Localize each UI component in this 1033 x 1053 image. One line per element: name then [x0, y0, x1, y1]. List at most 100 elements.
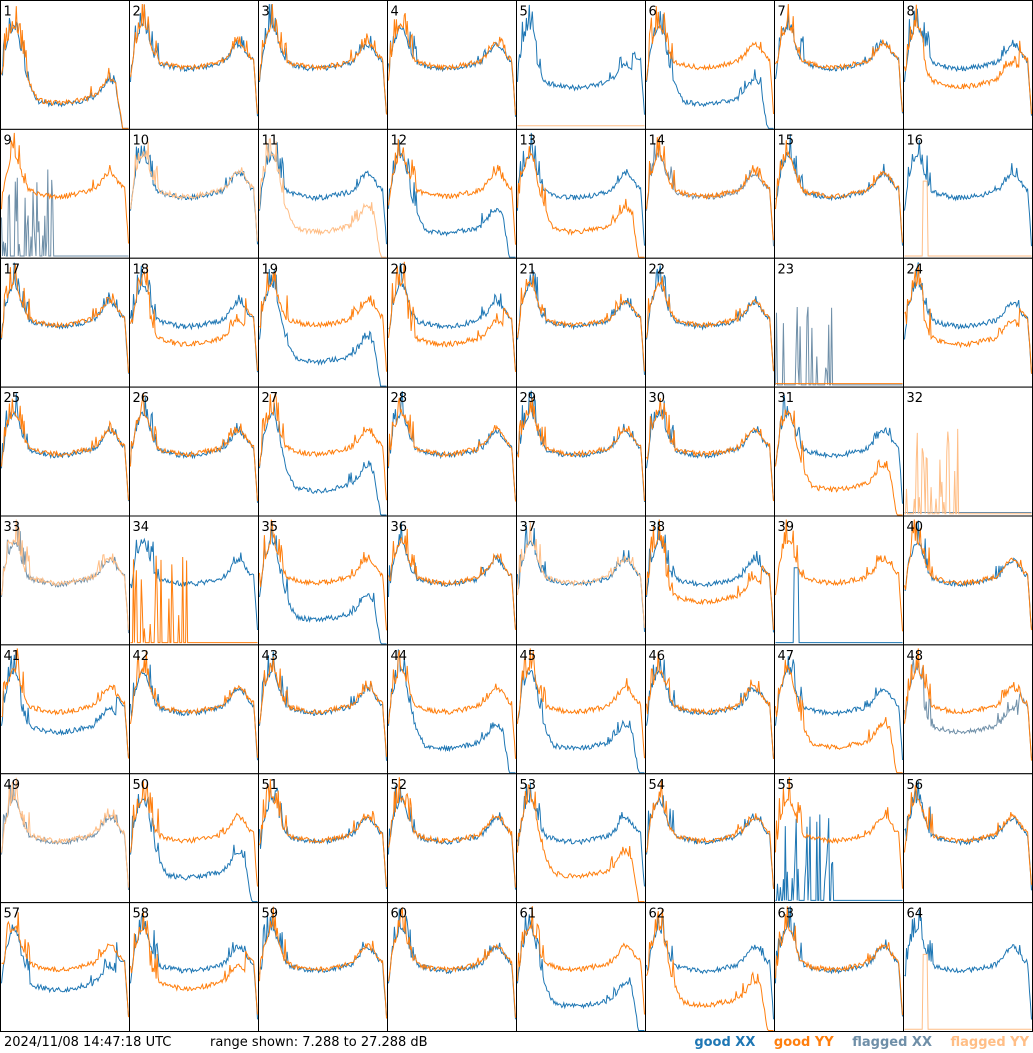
panel-frame	[387, 902, 517, 1032]
panel-frame	[129, 128, 259, 259]
panel-16: 16	[903, 128, 1033, 259]
panel-label: 14	[649, 133, 666, 148]
panel-label: 53	[520, 778, 537, 793]
legend: good XX good YY flagged XX flagged YY	[680, 1035, 1029, 1050]
series-xx-good	[775, 814, 903, 901]
panel-frame	[387, 257, 517, 388]
panel-6: 6	[645, 0, 775, 130]
series-xx-good	[775, 395, 903, 504]
series-xx-flagged	[775, 306, 903, 386]
panel-label: 21	[520, 262, 537, 277]
series-yy-good	[904, 785, 1032, 885]
panel-46: 46	[645, 644, 775, 775]
series-xx-good	[646, 658, 774, 759]
panel-54: 54	[645, 773, 775, 904]
series-xx-good	[130, 913, 258, 1020]
panel-label: 29	[520, 391, 537, 406]
panel-63: 63	[774, 902, 904, 1032]
panel-label: 23	[778, 262, 795, 277]
panel-label: 55	[778, 778, 795, 793]
panel-40: 40	[903, 515, 1033, 646]
panel-frame	[516, 773, 646, 904]
panel-38: 38	[645, 515, 775, 646]
series-yy-good	[259, 271, 387, 372]
series-xx-good	[1, 262, 129, 374]
series-yy-good	[130, 910, 258, 1015]
panel-55: 55	[774, 773, 904, 904]
panel-frame	[387, 644, 517, 775]
panel-label: 13	[520, 133, 537, 148]
panel-frame	[774, 0, 904, 130]
panel-label: 40	[907, 520, 924, 535]
series-yy-good	[517, 275, 645, 372]
panel-frame	[903, 902, 1033, 1032]
series-yy-good	[904, 4, 1032, 115]
panel-label: 42	[133, 649, 150, 664]
panel-7: 7	[774, 0, 904, 130]
series-yy-good	[775, 409, 903, 516]
series-yy-flagged	[259, 138, 387, 258]
panel-label: 41	[4, 649, 21, 664]
series-xx-flagged	[1, 169, 129, 257]
panel-label: 30	[649, 391, 666, 406]
footer: 2024/11/08 14:47:18 UTC range shown: 7.2…	[0, 1032, 1033, 1053]
series-yy-flagged	[904, 180, 1032, 257]
series-xx-good	[130, 793, 258, 903]
series-xx-good	[775, 13, 903, 114]
panel-41: 41	[0, 644, 130, 775]
panel-label: 8	[907, 5, 915, 20]
series-yy-good	[1, 132, 129, 244]
panel-11: 11	[258, 128, 388, 259]
panel-frame	[645, 902, 775, 1032]
legend-flagged-yy: flagged YY	[950, 1035, 1030, 1050]
panel-36: 36	[387, 515, 517, 646]
panel-frame	[645, 644, 775, 775]
panel-label: 7	[778, 5, 786, 20]
series-yy-good	[259, 778, 387, 888]
panel-21: 21	[516, 257, 646, 388]
series-yy-good	[646, 651, 774, 760]
series-yy-good	[775, 140, 903, 243]
panel-label: 4	[391, 5, 399, 20]
series-yy-good	[1, 398, 129, 501]
panel-frame	[645, 257, 775, 388]
series-yy-good	[388, 907, 516, 1018]
panel-label: 64	[907, 907, 924, 922]
panel-frame	[516, 386, 646, 517]
series-xx-good	[259, 142, 387, 245]
panel-label: 9	[4, 133, 12, 148]
series-xx-good	[130, 145, 258, 245]
panel-frame	[645, 773, 775, 904]
panel-label: 1	[4, 5, 12, 20]
panel-25: 25	[0, 386, 130, 517]
panel-label: 44	[391, 649, 408, 664]
series-yy-good	[1, 912, 129, 1018]
panel-15: 15	[774, 128, 904, 259]
panel-44: 44	[387, 644, 517, 775]
panel-23: 23	[774, 257, 904, 388]
panel-label: 43	[262, 649, 279, 664]
panel-frame	[0, 0, 130, 130]
series-yy-good	[1, 6, 129, 129]
series-yy-good	[646, 397, 774, 502]
panel-frame	[129, 515, 259, 646]
series-xx-good	[130, 537, 258, 631]
panel-label: 27	[262, 391, 279, 406]
panel-label: 36	[391, 520, 408, 535]
series-xx-good	[775, 656, 903, 761]
series-xx-good	[259, 268, 387, 387]
panel-30: 30	[645, 386, 775, 517]
series-yy-good	[517, 146, 645, 258]
panel-frame	[258, 257, 388, 388]
panel-53: 53	[516, 773, 646, 904]
series-yy-good	[1, 263, 129, 373]
series-yy-good	[904, 648, 1032, 761]
panel-39: 39	[774, 515, 904, 646]
panel-34: 34	[129, 515, 259, 646]
series-yy-good	[259, 3, 387, 115]
panel-26: 26	[129, 386, 259, 517]
panel-label: 48	[907, 649, 924, 664]
series-yy-good	[775, 659, 903, 774]
panel-8: 8	[903, 0, 1033, 130]
panel-label: 56	[907, 778, 924, 793]
